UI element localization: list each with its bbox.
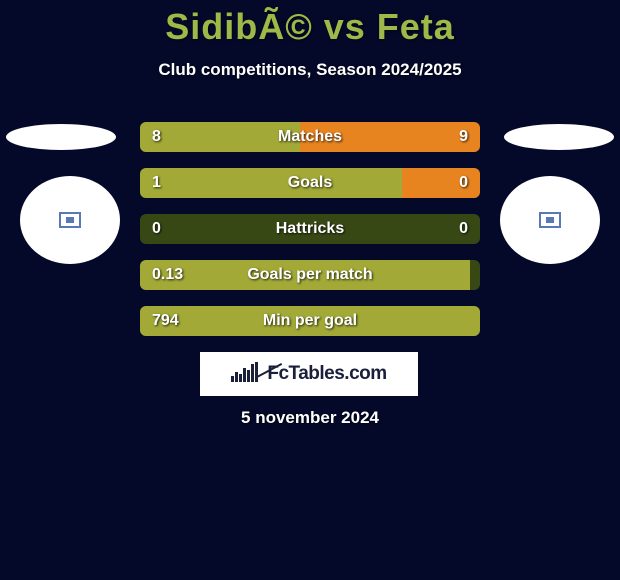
stat-label: Goals — [140, 168, 480, 198]
stats-table: 8Matches91Goals00Hattricks00.13Goals per… — [140, 122, 480, 352]
brand-box: FcTables.com — [200, 352, 418, 396]
brand-bars-icon — [231, 362, 263, 382]
stat-row: 8Matches9 — [140, 122, 480, 152]
placeholder-image-icon — [59, 212, 81, 228]
player-left-badge — [20, 176, 120, 264]
stat-value-right: 0 — [459, 214, 468, 244]
player-right-badge-top — [504, 124, 614, 150]
stat-row: 0.13Goals per match — [140, 260, 480, 290]
stat-row: 0Hattricks0 — [140, 214, 480, 244]
subtitle: Club competitions, Season 2024/2025 — [0, 60, 620, 80]
player-right-badge — [500, 176, 600, 264]
brand-text: FcTables.com — [267, 363, 386, 385]
stat-label: Hattricks — [140, 214, 480, 244]
date-text: 5 november 2024 — [0, 408, 620, 428]
stat-row: 794Min per goal — [140, 306, 480, 336]
stat-row: 1Goals0 — [140, 168, 480, 198]
stat-label: Matches — [140, 122, 480, 152]
stat-value-right: 9 — [459, 122, 468, 152]
stat-label: Goals per match — [140, 260, 480, 290]
stat-value-right: 0 — [459, 168, 468, 198]
placeholder-image-icon — [539, 212, 561, 228]
stat-label: Min per goal — [140, 306, 480, 336]
player-left-badge-top — [6, 124, 116, 150]
page-title: SidibÃ© vs Feta — [0, 0, 620, 48]
